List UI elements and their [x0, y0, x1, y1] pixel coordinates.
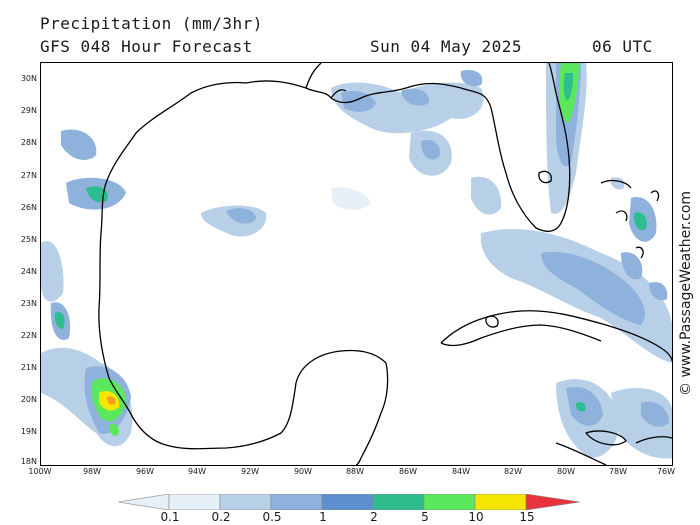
precip-area	[226, 208, 256, 224]
legend-bin	[423, 493, 476, 511]
precip-area	[563, 73, 573, 101]
precip-area	[421, 139, 440, 160]
legend-bin	[321, 493, 374, 511]
lon-label: 96W	[135, 467, 155, 476]
legend-label: 2	[370, 510, 378, 524]
precip-area	[621, 252, 643, 280]
lon-label: 90W	[293, 467, 313, 476]
lon-label: 76W	[656, 467, 676, 476]
credit-label: © www.PassageWeather.com	[676, 148, 694, 398]
legend-bin	[270, 493, 323, 511]
legend-bin	[168, 493, 221, 511]
precip-area	[401, 88, 430, 106]
precip-area	[471, 176, 502, 215]
forecast-hour-label: GFS 048 Hour Forecast	[40, 37, 253, 56]
legend-bin	[525, 493, 581, 511]
lake-okeechobee	[538, 170, 552, 184]
precipitation-legend	[117, 493, 581, 511]
lon-label: 84W	[451, 467, 471, 476]
map-title: Precipitation (mm/3hr)	[40, 14, 263, 33]
credit-text: © www.PassageWeather.com	[678, 191, 694, 396]
mexico-coastline	[98, 132, 387, 450]
legend-bin	[474, 493, 527, 511]
precip-area	[641, 401, 669, 427]
precip-area	[575, 402, 586, 412]
precip-area	[633, 212, 647, 231]
legend-label: 1	[319, 510, 327, 524]
lat-label: 24N	[20, 267, 37, 276]
mississippi-delta	[305, 63, 347, 99]
legend-bin	[219, 493, 272, 511]
coastlines	[98, 63, 672, 465]
lon-label: 100W	[28, 467, 52, 476]
lat-label: 27N	[20, 171, 37, 180]
lat-label: 25N	[20, 235, 37, 244]
bahamas-coastline	[600, 179, 660, 259]
legend-label: 15	[519, 510, 535, 524]
map-canvas	[41, 63, 672, 465]
legend-bin	[117, 493, 170, 511]
forecast-time: 06 UTC	[592, 37, 653, 56]
lon-label: 94W	[187, 467, 207, 476]
gulf-coastline	[135, 63, 571, 232]
precipitation-map	[40, 62, 673, 466]
legend-label: 0.1	[160, 510, 180, 524]
lat-label: 22N	[20, 331, 37, 340]
precip-area	[610, 177, 625, 190]
precip-area	[649, 281, 668, 301]
precip-area	[61, 129, 97, 160]
lat-label: 23N	[20, 299, 37, 308]
lat-label: 30N	[20, 74, 37, 83]
lon-label: 80W	[556, 467, 576, 476]
precip-areas	[41, 63, 672, 459]
lon-label: 98W	[82, 467, 102, 476]
precip-area	[541, 252, 645, 325]
precip-area	[107, 396, 116, 405]
legend-label: 0.5	[262, 510, 282, 524]
lon-label: 78W	[608, 467, 628, 476]
precip-area	[460, 69, 483, 87]
legend-label: 5	[421, 510, 429, 524]
lat-label: 29N	[20, 106, 37, 115]
lon-label: 92W	[240, 467, 260, 476]
forecast-date: Sun 04 May 2025	[370, 37, 522, 56]
southwest-coastline	[555, 436, 672, 465]
lon-label: 86W	[398, 467, 418, 476]
lat-label: 20N	[20, 395, 37, 404]
legend-bin	[372, 493, 425, 511]
lon-label: 88W	[345, 467, 365, 476]
precip-area	[41, 241, 64, 302]
legend-colorbar	[117, 493, 581, 511]
isle-of-youth-coastline	[485, 315, 499, 328]
credit-svg: © www.PassageWeather.com	[678, 191, 694, 396]
jamaica-coastline	[585, 430, 627, 446]
lat-label: 26N	[20, 203, 37, 212]
lon-label: 82W	[503, 467, 523, 476]
legend-label: 10	[468, 510, 484, 524]
yucatan-coastline	[355, 362, 389, 465]
legend-label: 0.2	[211, 510, 231, 524]
precip-area	[109, 423, 119, 436]
precip-area	[331, 187, 371, 210]
precip-area	[86, 186, 108, 203]
lat-label: 21N	[20, 363, 37, 372]
lat-label: 19N	[20, 427, 37, 436]
lat-label: 28N	[20, 138, 37, 147]
precip-area	[480, 229, 672, 363]
precip-area	[54, 312, 65, 329]
lat-label: 18N	[20, 457, 37, 466]
